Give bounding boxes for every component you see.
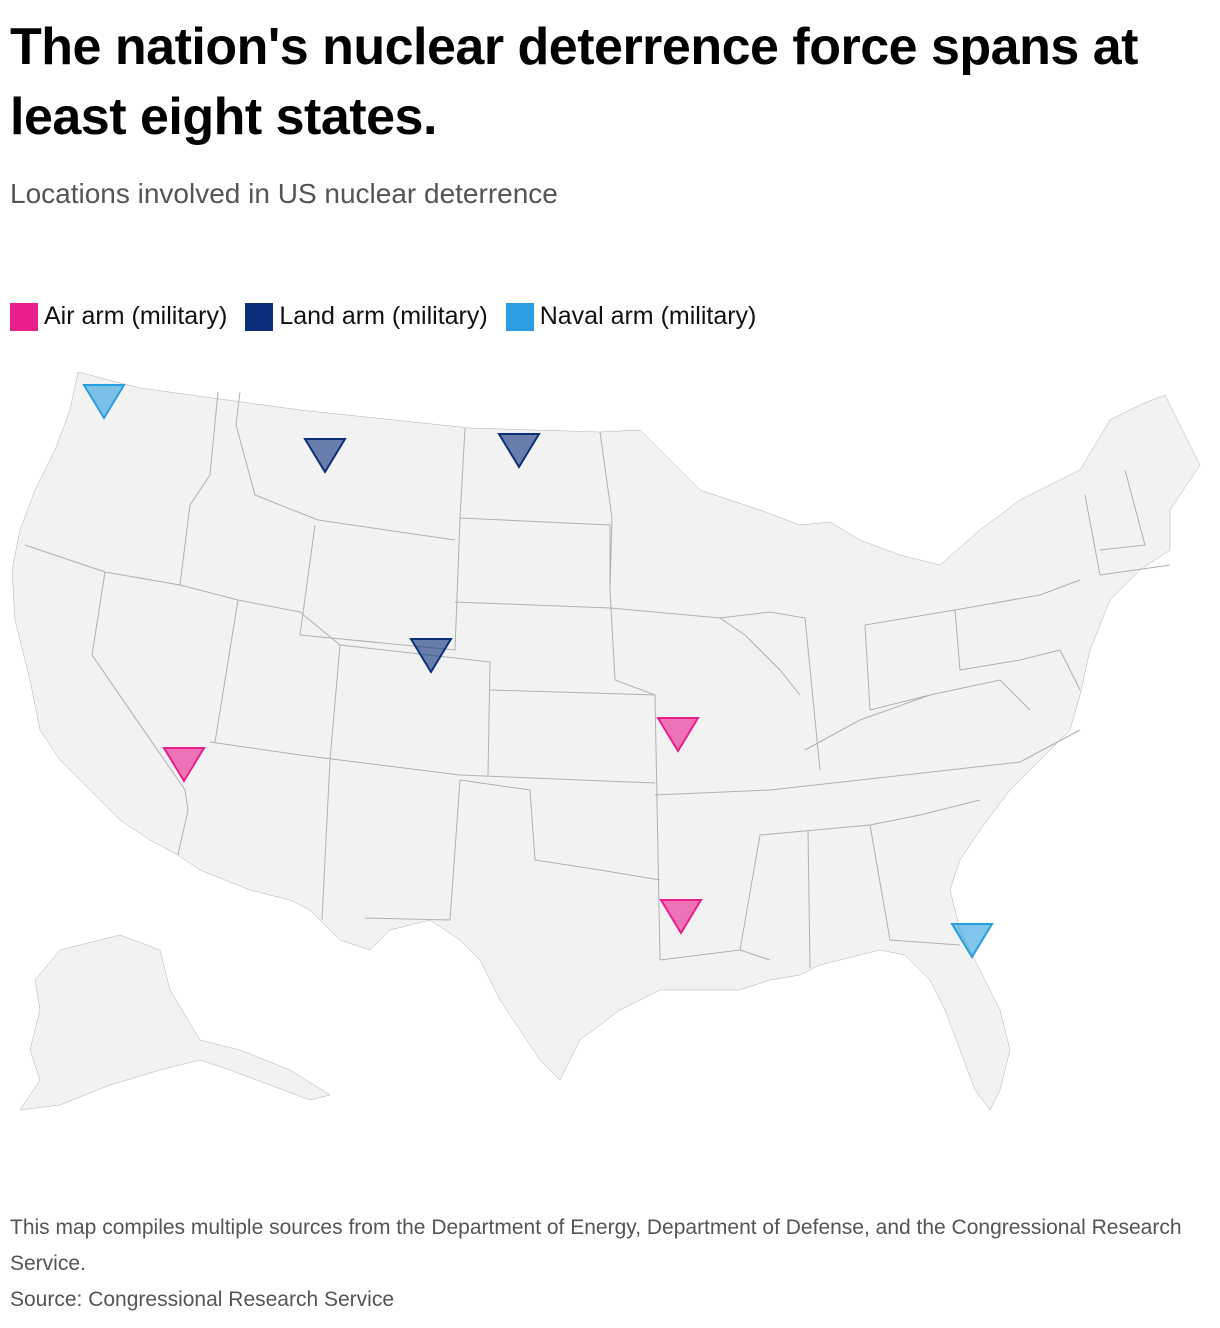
footer-source: Source: Congressional Research Service (10, 1288, 395, 1311)
state-border (659, 949, 771, 961)
air-marker-missouri (656, 717, 700, 753)
chart-title: The nation's nuclear deterrence force sp… (10, 18, 1138, 146)
legend-item-naval: Naval arm (military) (505, 302, 757, 331)
land-marker-wyoming (409, 638, 453, 674)
state-border (91, 571, 189, 856)
legend-item-land: Land arm (military) (245, 302, 488, 331)
state-border (459, 427, 656, 696)
state-border (954, 609, 1081, 691)
state-border (739, 824, 961, 969)
legend-label-air: Air arm (military) (44, 302, 228, 330)
legend: Air arm (military) Land arm (military) N… (10, 302, 756, 331)
state-border (235, 391, 456, 541)
state-border (179, 391, 219, 586)
state-border (459, 779, 661, 881)
us-map (11, 371, 1201, 1111)
naval-arm-swatch (505, 302, 534, 331)
state-border (719, 611, 871, 771)
legend-item-air: Air arm (military) (10, 302, 227, 331)
state-border (804, 694, 931, 751)
legend-label-naval: Naval arm (military) (539, 302, 757, 330)
land-marker-north-dakota (497, 433, 541, 469)
state-borders (24, 391, 1171, 969)
naval-marker-georgia (950, 923, 994, 959)
state-border (1084, 469, 1171, 576)
state-border (759, 799, 981, 836)
alaska-land (19, 934, 331, 1111)
state-border (364, 779, 461, 921)
land-arm-swatch (245, 302, 274, 331)
land-marker-montana (303, 438, 347, 474)
markers (82, 384, 994, 959)
footer-note: This map compiles multiple sources from … (10, 1216, 1182, 1275)
air-arm-swatch (10, 302, 38, 331)
state-border (454, 601, 801, 696)
state-border (339, 644, 491, 776)
air-marker-california (162, 747, 206, 783)
state-border (209, 741, 656, 784)
legend-label-land: Land arm (military) (279, 302, 488, 330)
state-border (869, 679, 1031, 711)
state-border (299, 524, 316, 636)
footer: This map compiles multiple sources from … (10, 1210, 1200, 1318)
land-layer (11, 371, 1201, 1111)
chart-subtitle: Locations involved in US nuclear deterre… (10, 178, 558, 209)
state-border (864, 579, 1081, 626)
naval-marker-washington (82, 384, 126, 420)
state-border (654, 729, 1081, 796)
state-border (214, 599, 239, 743)
contiguous-us-land (11, 371, 1201, 1111)
state-border (299, 611, 341, 921)
air-marker-louisiana (659, 899, 703, 935)
